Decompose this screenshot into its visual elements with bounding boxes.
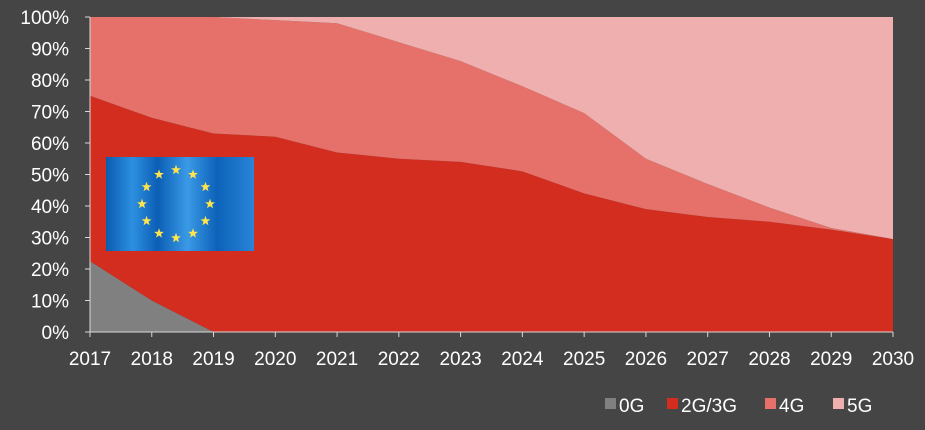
x-tick-label: 2030 <box>872 349 914 370</box>
x-tick-label: 2021 <box>316 349 358 370</box>
series-area-5g <box>90 17 893 240</box>
y-tick-label: 40% <box>31 197 69 218</box>
legend-label: 0G <box>619 396 644 417</box>
series-area-0g <box>90 261 893 332</box>
legend-label: 4G <box>779 396 804 417</box>
x-tick-label: 2029 <box>810 349 852 370</box>
series-area-2g-3g <box>90 95 893 332</box>
legend-label: 5G <box>847 396 872 417</box>
y-tick-label: 70% <box>31 103 69 124</box>
series-area-4g <box>90 17 893 240</box>
flag-star <box>154 228 164 238</box>
y-tick-label: 90% <box>31 40 69 61</box>
y-tick-label: 0% <box>42 323 70 344</box>
flag-star <box>137 198 147 209</box>
x-tick-label: 2019 <box>192 349 234 370</box>
flag-star <box>200 181 211 192</box>
x-tick-label: 2025 <box>563 349 605 370</box>
legend: 0G 2G/3G 4G 5G <box>605 396 872 417</box>
flag-star <box>141 215 152 226</box>
areas-layer <box>90 17 893 332</box>
flag-star <box>200 215 211 226</box>
y-tick-label: 20% <box>31 260 69 281</box>
x-tick-label: 2022 <box>378 349 420 370</box>
axis-layer: 0% 10% 20% 30% 40% 50% 60% 70% 80% 90% 100% 2017 201… <box>20 8 914 370</box>
flag-star <box>141 181 152 192</box>
x-tick-label: 2020 <box>254 349 296 370</box>
x-tick-label: 2018 <box>131 349 173 370</box>
flag-star <box>154 169 164 179</box>
flag-star <box>205 198 215 209</box>
x-tick-label: 2027 <box>687 349 729 370</box>
flag-star <box>188 169 198 179</box>
y-tick-label: 10% <box>31 292 69 313</box>
x-tick-label: 2023 <box>439 349 481 370</box>
flag-background <box>106 157 254 251</box>
legend-swatch <box>833 398 844 409</box>
flag-star <box>171 232 181 243</box>
legend-swatch <box>667 398 678 409</box>
legend-label: 2G/3G <box>681 396 737 417</box>
flag-star <box>171 164 181 175</box>
legend-swatch <box>765 398 776 409</box>
flag-star <box>188 228 198 238</box>
y-tick-label: 50% <box>31 166 69 187</box>
x-tick-label: 2024 <box>501 349 544 370</box>
legend-swatch <box>605 398 616 409</box>
y-tick-label: 100% <box>20 8 69 29</box>
x-tick-label: 2026 <box>625 349 667 370</box>
x-tick-label: 2017 <box>69 349 111 370</box>
y-tick-label: 30% <box>31 229 69 250</box>
y-tick-label: 80% <box>31 71 69 92</box>
x-tick-label: 2028 <box>748 349 790 370</box>
y-tick-label: 60% <box>31 134 69 155</box>
eu-flag-icon <box>106 157 254 251</box>
